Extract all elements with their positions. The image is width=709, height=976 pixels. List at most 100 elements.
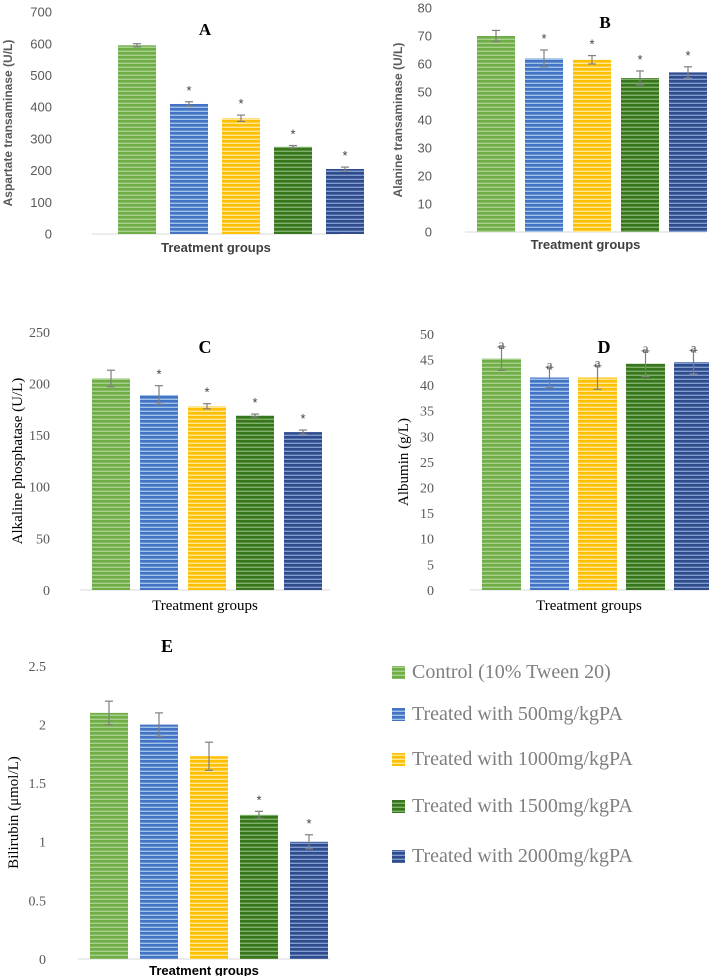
significance-mark: * xyxy=(685,48,690,63)
legend-label: Treated with 1000mg/kgPA xyxy=(412,748,633,770)
y-tick-label: 5 xyxy=(427,558,434,573)
panel-c: 0 50 100 150 200 250 * * * * C Treatment groups Alka… xyxy=(10,326,330,614)
significance-mark: * xyxy=(637,52,642,67)
bar-b-4 xyxy=(669,72,707,233)
y-tick-label: 50 xyxy=(418,85,432,100)
x-axis-label: Treatment groups xyxy=(152,598,258,614)
significance-mark: * xyxy=(300,411,305,426)
legend: Control (10% Tween 20) Treated with 500mg… xyxy=(392,661,633,867)
bar-e-2 xyxy=(190,756,228,959)
y-tick-label: 40 xyxy=(420,379,434,394)
y-tick-label: 1.5 xyxy=(29,777,47,792)
y-tick-label: 0 xyxy=(425,225,432,240)
error-bar xyxy=(289,144,297,149)
legend-swatch xyxy=(392,753,405,766)
error-bar xyxy=(251,413,259,418)
legend-swatch xyxy=(392,850,405,863)
y-tick-label: 600 xyxy=(30,36,52,51)
error-bar xyxy=(684,66,692,79)
bar-a-1 xyxy=(170,103,208,234)
legend-swatch xyxy=(392,800,405,813)
legend-swatch xyxy=(392,708,405,721)
y-tick-label: 60 xyxy=(418,57,432,72)
y-tick-label: 100 xyxy=(29,481,50,496)
y-tick-label: 50 xyxy=(420,328,434,343)
y-tick-label: 100 xyxy=(30,195,52,210)
error-bar xyxy=(299,429,307,435)
y-tick-label: 2 xyxy=(39,719,46,734)
legend-item: Treated with 1000mg/kgPA xyxy=(392,748,633,770)
y-tick-label: 0 xyxy=(43,584,50,599)
y-tick-label: 250 xyxy=(29,326,50,341)
legend-item: Control (10% Tween 20) xyxy=(392,661,611,683)
panel-a: 0 100 200 300 400 500 600 700 * * * * A Treatment gro… xyxy=(1,5,364,255)
panel-title: C xyxy=(199,337,212,357)
significance-mark: a xyxy=(690,341,697,356)
y-tick-label: 40 xyxy=(418,113,432,128)
error-bar xyxy=(155,712,163,737)
legend-label: Treated with 1500mg/kgPA xyxy=(412,795,633,817)
x-axis-label: Treatment groups xyxy=(149,963,259,976)
y-tick-label: 15 xyxy=(420,507,434,522)
significance-mark: * xyxy=(256,792,261,807)
bar-b-2 xyxy=(573,59,611,232)
error-bar xyxy=(545,366,554,389)
y-tick-label: 20 xyxy=(420,482,434,497)
y-tick-label: 10 xyxy=(420,533,434,548)
y-tick-label: 25 xyxy=(420,456,434,471)
y-axis-label: Alanine transaminase (U/L) xyxy=(391,43,405,198)
y-tick-label: 700 xyxy=(30,5,52,20)
y-tick-label: 50 xyxy=(36,532,50,547)
error-bar xyxy=(636,70,644,86)
legend-item: Treated with 500mg/kgPA xyxy=(392,703,623,725)
significance-mark: a xyxy=(498,338,505,353)
legend-label: Treated with 2000mg/kgPA xyxy=(412,845,633,867)
y-tick-label: 70 xyxy=(418,29,432,44)
bar-c-0 xyxy=(92,378,130,590)
error-bar xyxy=(341,166,349,172)
y-tick-label: 45 xyxy=(420,354,434,369)
error-bar xyxy=(237,114,245,123)
bar-c-3 xyxy=(236,415,274,590)
bar-a-0 xyxy=(118,45,156,234)
error-bar xyxy=(497,346,506,371)
significance-mark: * xyxy=(541,31,546,46)
error-bar xyxy=(205,741,213,771)
bar-d-1 xyxy=(530,377,569,590)
error-bar xyxy=(540,49,548,68)
error-bar xyxy=(689,349,698,375)
bar-d-2 xyxy=(578,377,617,590)
panel-title: A xyxy=(199,20,212,39)
y-tick-label: 1 xyxy=(39,836,46,851)
y-tick-label: 30 xyxy=(420,430,434,445)
y-tick-label: 35 xyxy=(420,405,434,420)
bar-e-4 xyxy=(290,841,328,959)
bar-c-1 xyxy=(140,394,178,590)
significance-mark: * xyxy=(589,37,594,52)
bar-c-4 xyxy=(284,432,322,590)
bar-a-2 xyxy=(222,118,260,234)
panel-title: D xyxy=(598,337,611,357)
error-bar xyxy=(155,385,163,405)
legend-label: Treated with 500mg/kgPA xyxy=(412,703,623,725)
error-bar xyxy=(593,365,602,390)
y-tick-label: 10 xyxy=(418,197,432,212)
y-tick-label: 200 xyxy=(29,378,50,393)
bar-e-3 xyxy=(240,814,278,959)
legend-item: Treated with 1500mg/kgPA xyxy=(392,795,633,817)
y-tick-label: 30 xyxy=(418,141,432,156)
y-axis-label: Albumin (g/L) xyxy=(396,418,412,506)
error-bar xyxy=(203,403,211,410)
panel-e: 0 0.5 1 1.5 2 2.5 * * E Treatment groups Bilirubin… xyxy=(6,636,330,976)
y-tick-label: 0 xyxy=(427,584,434,599)
bar-b-0 xyxy=(477,36,515,232)
bar-e-1 xyxy=(140,724,178,959)
y-axis-label: Bilirubin (μmol/L) xyxy=(6,756,22,869)
error-bar xyxy=(133,43,141,48)
y-axis-label: Alkaline phosphatase (U/L) xyxy=(10,378,26,545)
significance-mark: * xyxy=(204,385,209,400)
y-tick-label: 20 xyxy=(418,169,432,184)
x-axis-label: Treatment groups xyxy=(161,240,271,255)
